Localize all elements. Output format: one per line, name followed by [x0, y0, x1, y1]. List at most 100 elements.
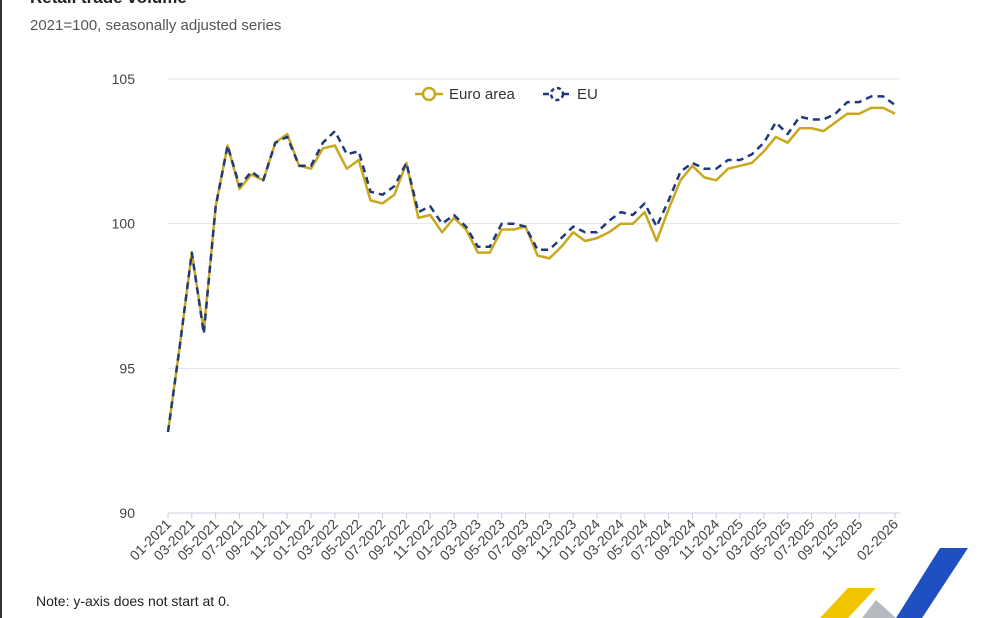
series-line-eu[interactable]	[166, 95, 896, 433]
data-point-euro-area[interactable]	[830, 117, 840, 127]
data-point-eu[interactable]	[401, 158, 411, 168]
data-point-eu[interactable]	[723, 155, 733, 165]
data-point-eu[interactable]	[223, 141, 233, 151]
data-point-euro-area[interactable]	[652, 236, 662, 246]
data-point-euro-area[interactable]	[842, 109, 852, 119]
data-point-eu[interactable]	[532, 245, 542, 255]
data-point-eu[interactable]	[640, 198, 650, 208]
data-point-eu[interactable]	[282, 132, 292, 142]
data-point-euro-area[interactable]	[342, 164, 352, 174]
data-point-eu[interactable]	[270, 138, 280, 148]
data-point-eu[interactable]	[830, 109, 840, 119]
data-point-eu[interactable]	[473, 242, 483, 252]
legend-item-euro-area[interactable]: Euro area	[415, 86, 516, 103]
data-point-eu[interactable]	[306, 161, 316, 171]
data-point-eu[interactable]	[628, 210, 638, 220]
data-point-eu[interactable]	[163, 427, 173, 437]
data-point-eu[interactable]	[604, 216, 614, 226]
data-point-euro-area[interactable]	[795, 123, 805, 133]
data-point-eu[interactable]	[318, 138, 328, 148]
data-point-eu[interactable]	[509, 219, 519, 229]
data-point-eu[interactable]	[878, 91, 888, 101]
data-point-eu[interactable]	[783, 129, 793, 139]
data-point-eu[interactable]	[294, 161, 304, 171]
data-point-eu[interactable]	[795, 112, 805, 122]
data-point-euro-area[interactable]	[771, 132, 781, 142]
data-point-eu[interactable]	[664, 196, 674, 206]
data-point-eu[interactable]	[366, 187, 376, 197]
data-point-eu[interactable]	[175, 340, 185, 350]
data-point-eu[interactable]	[556, 233, 566, 243]
data-point-eu[interactable]	[616, 207, 626, 217]
data-point-eu[interactable]	[330, 126, 340, 136]
data-point-euro-area[interactable]	[437, 227, 447, 237]
data-point-euro-area[interactable]	[723, 164, 733, 174]
data-point-euro-area[interactable]	[711, 175, 721, 185]
data-point-eu[interactable]	[437, 219, 447, 229]
data-point-euro-area[interactable]	[783, 138, 793, 148]
data-point-eu[interactable]	[485, 242, 495, 252]
series-line-euro-area[interactable]	[166, 106, 896, 433]
data-point-eu[interactable]	[521, 222, 531, 232]
data-point-eu[interactable]	[258, 175, 268, 185]
data-point-euro-area[interactable]	[616, 219, 626, 229]
data-point-eu[interactable]	[592, 227, 602, 237]
data-point-euro-area[interactable]	[866, 103, 876, 113]
data-point-eu[interactable]	[890, 100, 900, 110]
data-point-eu[interactable]	[235, 181, 245, 191]
data-point-eu[interactable]	[759, 138, 769, 148]
data-point-eu[interactable]	[342, 149, 352, 159]
data-point-euro-area[interactable]	[759, 146, 769, 156]
data-point-euro-area[interactable]	[890, 109, 900, 119]
data-point-eu[interactable]	[771, 117, 781, 127]
data-point-euro-area[interactable]	[330, 141, 340, 151]
data-point-eu[interactable]	[246, 167, 256, 177]
data-point-euro-area[interactable]	[389, 190, 399, 200]
data-point-euro-area[interactable]	[699, 172, 709, 182]
data-point-eu[interactable]	[747, 149, 757, 159]
data-point-eu[interactable]	[580, 227, 590, 237]
data-point-eu[interactable]	[675, 167, 685, 177]
data-point-eu[interactable]	[711, 164, 721, 174]
data-point-eu[interactable]	[699, 164, 709, 174]
legend-label-euro-area: Euro area	[449, 86, 516, 103]
data-point-euro-area[interactable]	[854, 109, 864, 119]
data-point-eu[interactable]	[211, 201, 221, 211]
data-point-eu[interactable]	[568, 222, 578, 232]
legend-item-eu[interactable]: EU	[543, 86, 598, 103]
data-point-euro-area[interactable]	[675, 175, 685, 185]
data-point-eu[interactable]	[497, 219, 507, 229]
data-point-euro-area[interactable]	[378, 198, 388, 208]
data-point-euro-area[interactable]	[807, 123, 817, 133]
data-point-eu[interactable]	[807, 115, 817, 125]
data-point-euro-area[interactable]	[818, 126, 828, 136]
data-point-euro-area[interactable]	[366, 196, 376, 206]
data-point-eu[interactable]	[413, 207, 423, 217]
chart-title: Retail trade volume	[30, 0, 187, 8]
data-point-eu[interactable]	[199, 329, 209, 339]
data-point-euro-area[interactable]	[628, 219, 638, 229]
data-point-euro-area[interactable]	[747, 158, 757, 168]
data-point-euro-area[interactable]	[878, 103, 888, 113]
data-point-eu[interactable]	[425, 201, 435, 211]
data-point-eu[interactable]	[187, 248, 197, 258]
data-point-eu[interactable]	[354, 146, 364, 156]
data-point-euro-area[interactable]	[544, 253, 554, 263]
data-point-euro-area[interactable]	[556, 242, 566, 252]
data-point-eu[interactable]	[461, 222, 471, 232]
data-point-eu[interactable]	[378, 190, 388, 200]
data-point-euro-area[interactable]	[580, 236, 590, 246]
data-point-eu[interactable]	[854, 97, 864, 107]
data-point-eu[interactable]	[389, 181, 399, 191]
data-point-eu[interactable]	[544, 245, 554, 255]
eurostat-logo	[820, 548, 968, 618]
data-point-eu[interactable]	[818, 115, 828, 125]
data-point-eu[interactable]	[842, 97, 852, 107]
data-point-eu[interactable]	[866, 91, 876, 101]
data-point-eu[interactable]	[735, 155, 745, 165]
data-point-eu[interactable]	[652, 222, 662, 232]
data-point-eu[interactable]	[687, 158, 697, 168]
data-point-euro-area[interactable]	[604, 227, 614, 237]
data-point-eu[interactable]	[449, 210, 459, 220]
